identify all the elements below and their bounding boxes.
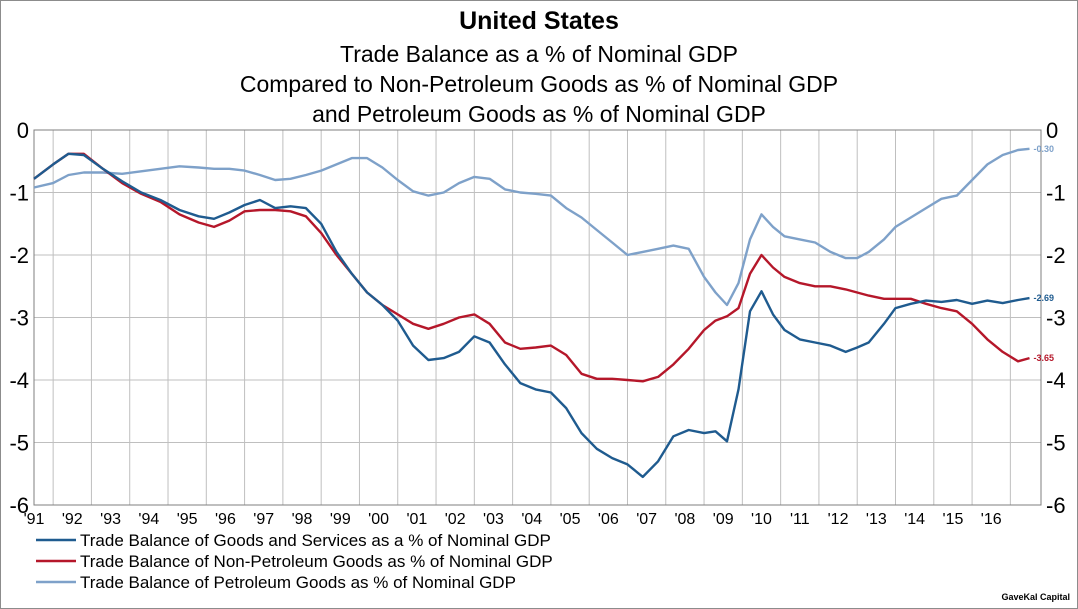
source-credit: GaveKal Capital <box>1001 592 1070 602</box>
x-tick-label: '93 <box>100 511 121 528</box>
x-tick-label: '15 <box>943 511 964 528</box>
chart-subtitle-line-1: Trade Balance as a % of Nominal GDP <box>340 41 738 67</box>
y-tick-label-left: -5 <box>9 431 29 456</box>
legend-label-2: Trade Balance of Petroleum Goods as % of… <box>80 573 516 592</box>
x-tick-label: '11 <box>790 511 810 528</box>
y-tick-label-right: 0 <box>1046 118 1058 143</box>
y-tick-label-left: -6 <box>9 493 29 518</box>
x-tick-label: '94 <box>138 511 159 528</box>
y-tick-label-right: -2 <box>1046 243 1066 268</box>
y-tick-label-right: -6 <box>1046 493 1066 518</box>
x-tick-label: '91 <box>24 511 45 528</box>
series-line-0 <box>33 152 1030 479</box>
series-end-label-0: -2.69 <box>1034 293 1055 303</box>
x-tick-label: '13 <box>866 511 887 528</box>
x-tick-label: '99 <box>330 511 351 528</box>
y-tick-label-left: 0 <box>17 118 29 143</box>
y-tick-label-right: -4 <box>1046 368 1066 393</box>
legend: Trade Balance of Goods and Services as a… <box>36 531 553 592</box>
x-tick-label: '12 <box>828 511 849 528</box>
chart-subtitle-line-3: and Petroleum Goods as % of Nominal GDP <box>312 101 766 127</box>
legend-label-1: Trade Balance of Non-Petroleum Goods as … <box>80 552 553 571</box>
x-tick-label: '95 <box>177 511 198 528</box>
plot-area <box>33 129 1042 506</box>
series-line-1 <box>33 152 1030 383</box>
y-tick-label-left: -3 <box>9 306 29 331</box>
x-tick-label: '00 <box>368 511 389 528</box>
y-tick-label-left: -4 <box>9 368 29 393</box>
x-tick-label: '92 <box>62 511 83 528</box>
series-lines <box>33 147 1030 479</box>
x-tick-label: '01 <box>406 511 427 528</box>
x-tick-label: '08 <box>674 511 695 528</box>
series-line-2 <box>33 147 1030 307</box>
x-tick-label: '05 <box>560 511 581 528</box>
y-tick-label-left: -2 <box>9 243 29 268</box>
series-end-labels: -0.30 -3.65 -2.69 <box>1034 144 1055 363</box>
y-axis-left: 0 -1 -2 -3 -4 -5 -6 <box>9 118 29 518</box>
x-tick-label: '07 <box>636 511 657 528</box>
x-tick-label: '16 <box>981 511 1002 528</box>
legend-label-0: Trade Balance of Goods and Services as a… <box>80 531 551 550</box>
y-tick-label-right: -3 <box>1046 306 1066 331</box>
y-axis-right: 0 -1 -2 -3 -4 -5 -6 <box>1046 118 1066 518</box>
y-tick-label-left: -1 <box>9 181 29 206</box>
x-tick-label: '10 <box>751 511 772 528</box>
x-tick-label: '98 <box>292 511 313 528</box>
x-tick-label: '09 <box>713 511 734 528</box>
series-end-label-1: -3.65 <box>1034 353 1055 363</box>
series-end-label-2: -0.30 <box>1034 144 1055 154</box>
y-tick-label-right: -1 <box>1046 181 1066 206</box>
x-tick-label: '02 <box>445 511 466 528</box>
x-tick-label: '14 <box>904 511 925 528</box>
x-axis: '91 '92 '93 '94 '95 '96 '97 '98 '99 '00 '01 '02 '03 '… <box>24 511 1002 528</box>
chart-title: United States <box>459 7 619 35</box>
x-tick-label: '06 <box>598 511 619 528</box>
x-tick-label: '97 <box>253 511 274 528</box>
y-tick-label-right: -5 <box>1046 431 1066 456</box>
x-tick-label: '03 <box>483 511 504 528</box>
chart-subtitle-line-2: Compared to Non-Petroleum Goods as % of … <box>240 71 838 97</box>
x-tick-label: '04 <box>521 511 542 528</box>
x-tick-label: '96 <box>215 511 236 528</box>
